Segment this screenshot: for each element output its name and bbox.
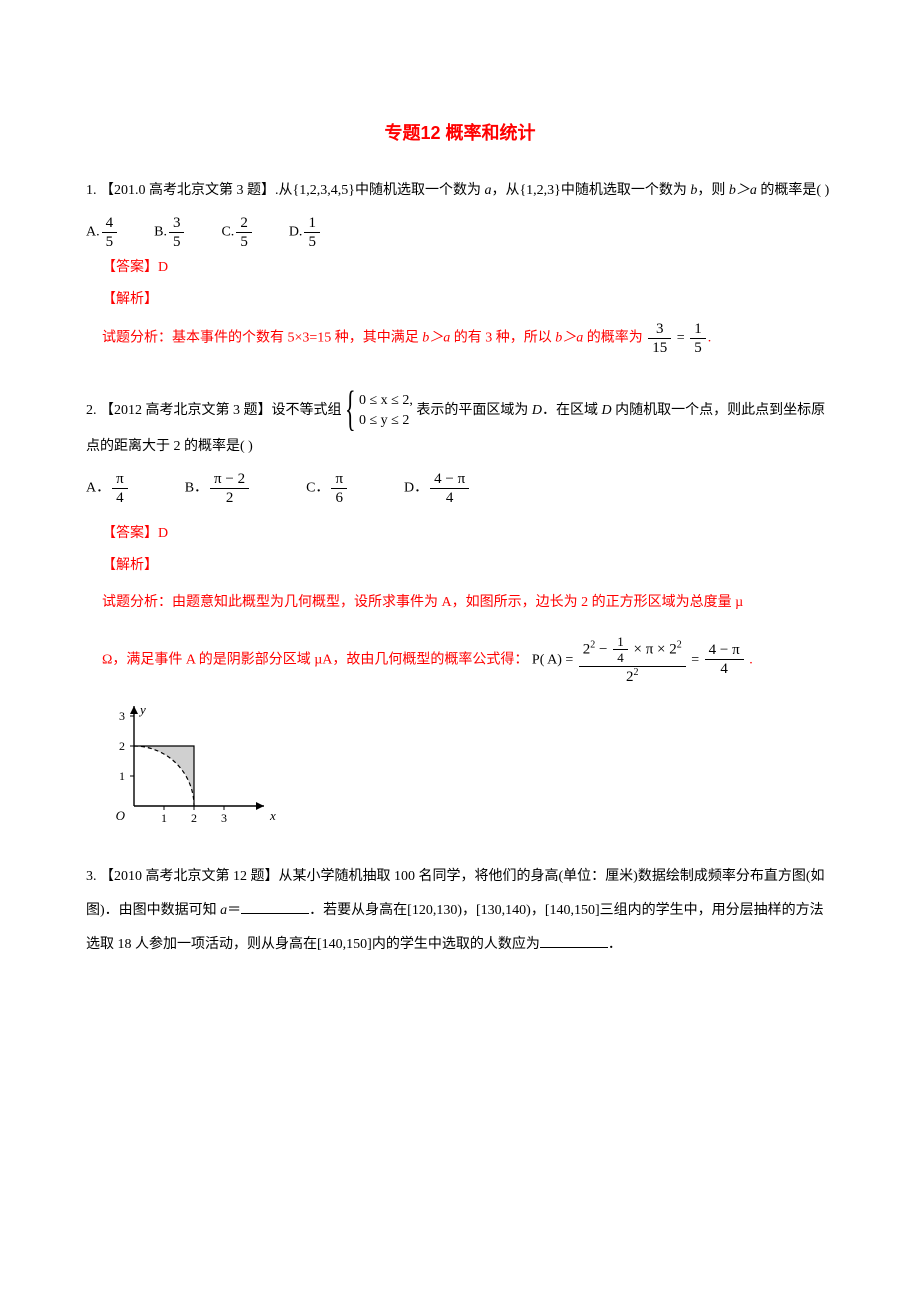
q2-answer: 【答案】D: [102, 521, 834, 548]
q2-optC-label: C．: [306, 480, 329, 495]
q1-optA-frac: 45: [102, 214, 118, 251]
q1-optC-label: C.: [221, 225, 234, 240]
q1-jiexi-2: 的有 3 种，所以: [450, 331, 555, 346]
q2-formula-main: 22 − 14 × π × 22 22: [579, 634, 686, 686]
q2-xtick-3: 3: [221, 811, 227, 825]
q3-eq: ＝: [227, 903, 241, 918]
q1-text-2: ，从{1,2,3}中随机选取一个数为: [491, 183, 690, 198]
q2-graph-shaded-region: [134, 746, 194, 806]
q2-formula-res: 4 − π4: [705, 641, 744, 678]
q2-formula-den: 22: [579, 666, 686, 686]
q1-optA-label: A.: [86, 225, 100, 240]
q2-graph-svg: 1 2 3 1 2 3 O x y: [102, 696, 282, 836]
q2-origin: O: [116, 808, 126, 823]
q3-prompt: 3. 【2010 高考北京文第 12 题】从某小学随机抽取 100 名同学，将他…: [86, 860, 834, 961]
q2-graph-xarrow: [256, 802, 264, 810]
q2-jiexi-label: 【解析】: [102, 553, 834, 580]
q1-prompt: 1. 【201.0 高考北京文第 3 题】.从{1,2,3,4,5}中随机选取一…: [86, 174, 834, 208]
q2-jiexi-line2-text: Ω，满足事件 A 的是阴影部分区域 µA，故由几何概型的概率公式得：: [102, 652, 528, 667]
q2-ytick-3: 3: [119, 709, 125, 723]
q2-optC-frac: π6: [331, 470, 347, 507]
q2-ytick-2: 2: [119, 739, 125, 753]
q2-optD-label: D．: [404, 480, 428, 495]
question-2: 2. 【2012 高考北京文第 3 题】设不等式组 0 ≤ x ≤ 2,0 ≤ …: [86, 391, 834, 846]
question-1: 1. 【201.0 高考北京文第 3 题】.从{1,2,3,4,5}中随机选取一…: [86, 174, 834, 357]
q2-jiexi-line1: 试题分析：由题意知此概型为几何概型，设所求事件为 A，如图所示，边长为 2 的正…: [102, 586, 834, 620]
q2-jiexi-line2: Ω，满足事件 A 的是阴影部分区域 µA，故由几何概型的概率公式得： P( A)…: [102, 634, 834, 686]
q2-xlabel: x: [269, 808, 276, 823]
q2-options: A．π4 B．π − 22 C．π6 D．4 − π4: [86, 470, 834, 507]
q3-blank-1: [241, 900, 309, 914]
question-3: 3. 【2010 高考北京文第 12 题】从某小学随机抽取 100 名同学，将他…: [86, 860, 834, 961]
q2-brace: 0 ≤ x ≤ 2,0 ≤ y ≤ 2: [345, 391, 413, 430]
q2-optA-frac: π4: [112, 470, 128, 507]
q1-text-3: ，则: [697, 183, 729, 198]
q2-formula-eq: =: [691, 652, 702, 667]
q1-jiexi-end: .: [708, 331, 712, 346]
q1-text-1: 1. 【201.0 高考北京文第 3 题】.从{1,2,3,4,5}中随机选取一…: [86, 183, 484, 198]
q2-graph-yarrow: [130, 706, 138, 714]
q2-optA-label: A．: [86, 480, 110, 495]
q2-graph: 1 2 3 1 2 3 O x y: [102, 696, 834, 847]
q2-formula: P( A) = 22 − 14 × π × 22 22 = 4 − π4: [532, 634, 746, 686]
q1-jiexi-ba1: b＞a: [422, 331, 450, 346]
q2-optB-label: B．: [185, 480, 208, 495]
q1-jiexi-3: 的概率为: [583, 331, 646, 346]
q1-optC-frac: 25: [236, 214, 252, 251]
q2-xtick-1: 1: [161, 811, 167, 825]
q1-jiexi-1: 试题分析：基本事件的个数有 5×3=15 种，其中满足: [102, 331, 422, 346]
q1-jiexi-ba2: b＞a: [555, 331, 583, 346]
q2-text-2: 表示的平面区域为: [413, 403, 532, 418]
q1-optD-frac: 15: [304, 214, 320, 251]
q2-text-3: ．在区域: [542, 403, 602, 418]
q1-jiexi-body: 试题分析：基本事件的个数有 5×3=15 种，其中满足 b＞a 的有 3 种，所…: [102, 320, 834, 357]
q2-formula-lhs: P( A) =: [532, 652, 573, 667]
q2-optD-frac: 4 − π4: [430, 470, 469, 507]
q2-D2: D: [602, 403, 612, 418]
q2-text-1: 2. 【2012 高考北京文第 3 题】设不等式组: [86, 403, 345, 418]
q1-jiexi-frac2: 15: [690, 320, 706, 357]
q2-prompt: 2. 【2012 高考北京文第 3 题】设不等式组 0 ≤ x ≤ 2,0 ≤ …: [86, 391, 834, 464]
q1-optB-frac: 35: [169, 214, 185, 251]
document-title: 专题12 概率和统计: [86, 116, 834, 150]
q3-text-3: ．: [608, 937, 622, 952]
q2-brace-top: 0 ≤ x ≤ 2,: [359, 391, 413, 411]
q1-ineq: b＞a: [729, 183, 757, 198]
q1-jiexi-frac1: 315: [648, 320, 671, 357]
q2-ylabel: y: [138, 702, 146, 717]
q1-text-4: 的概率是( ): [757, 183, 829, 198]
q3-blank-2: [540, 934, 608, 948]
q1-options: A.45 B.35 C.25 D.15: [86, 214, 834, 251]
q2-xtick-2: 2: [191, 811, 197, 825]
q1-optB-label: B.: [154, 225, 167, 240]
q2-jiexi-end: .: [749, 652, 753, 667]
q2-brace-bot: 0 ≤ y ≤ 2: [359, 411, 413, 431]
q1-jiexi-label: 【解析】: [102, 287, 834, 314]
q1-answer: 【答案】D: [102, 255, 834, 282]
q1-jiexi-eq: =: [673, 331, 688, 346]
q2-ytick-1: 1: [119, 769, 125, 783]
q2-D1: D: [532, 403, 542, 418]
q2-optB-frac: π − 22: [210, 470, 249, 507]
q2-formula-num: 22 − 14 × π × 22: [579, 634, 686, 666]
q1-optD-label: D.: [289, 225, 303, 240]
